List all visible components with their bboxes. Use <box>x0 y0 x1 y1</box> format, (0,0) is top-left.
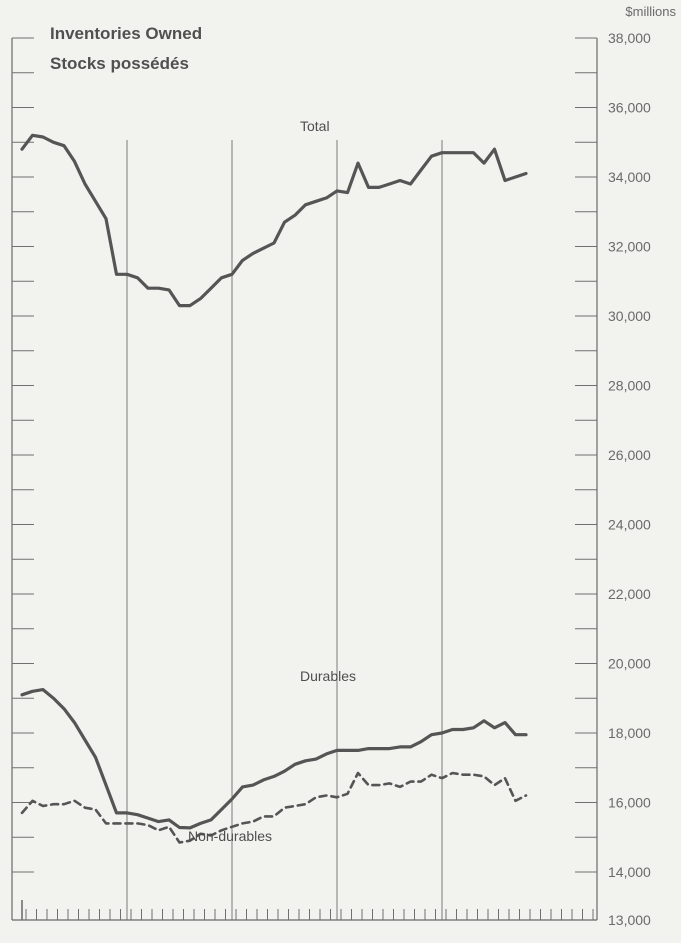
y-tick-label: 32,000 <box>608 239 651 255</box>
y-tick-label: 24,000 <box>608 517 651 533</box>
x-axis-ticks <box>21 900 594 920</box>
series-label-total: Total <box>300 118 330 134</box>
y-tick-label: 16,000 <box>608 795 651 811</box>
axes <box>11 38 598 921</box>
y-tick-label: 20,000 <box>608 656 651 672</box>
series-label-non-durables: Non-durables <box>188 828 272 844</box>
vertical-gridlines <box>126 140 443 920</box>
y-axis-ticks: 13,000 14,000 16,000 18,000 20,000 22,000 24,0… <box>12 30 651 928</box>
chart-title-english: Inventories Owned <box>50 24 202 43</box>
y-tick-label: 34,000 <box>608 169 651 185</box>
y-tick-label: 18,000 <box>608 725 651 741</box>
series-line-non-durables <box>20 771 528 844</box>
y-tick-label: 28,000 <box>608 378 651 394</box>
chart-title-french: Stocks possédés <box>50 54 189 73</box>
y-tick-label: 13,000 <box>608 912 651 928</box>
series-lines <box>20 133 528 844</box>
y-tick-label: 26,000 <box>608 447 651 463</box>
y-tick-label: 22,000 <box>608 586 651 602</box>
series-line-total <box>20 133 528 308</box>
y-tick-label: 14,000 <box>608 864 651 880</box>
series-label-durables: Durables <box>300 668 356 684</box>
y-tick-label: 30,000 <box>608 308 651 324</box>
unit-label: $millions <box>625 4 676 19</box>
series-line-durables <box>20 687 528 830</box>
y-tick-label: 38,000 <box>608 30 651 46</box>
y-tick-label: 36,000 <box>608 100 651 116</box>
